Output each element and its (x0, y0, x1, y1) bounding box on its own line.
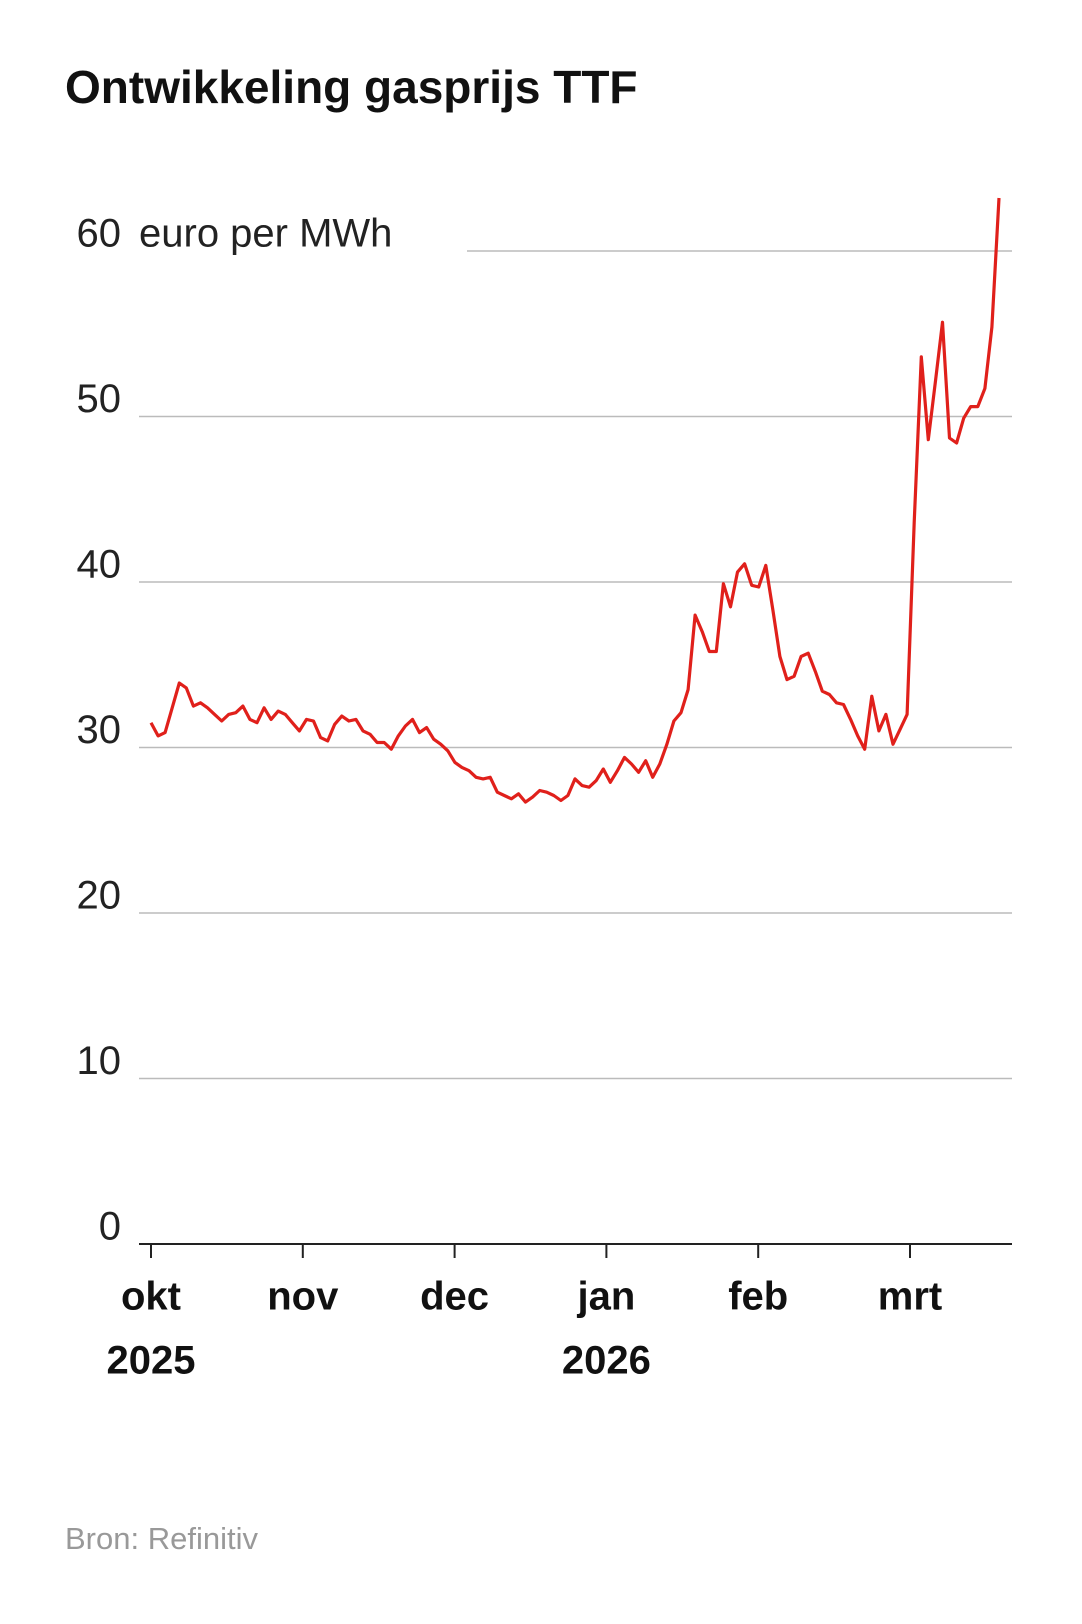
y-tick-label: 60 (77, 212, 122, 256)
y-tick-label: 20 (77, 874, 122, 918)
x-tick-label: feb (728, 1275, 788, 1319)
y-axis-label: euro per MWh (139, 212, 392, 256)
x-tick-label: jan (577, 1275, 636, 1319)
y-tick-label: 40 (77, 543, 122, 587)
x-tick-label: mrt (878, 1275, 942, 1319)
x-tick-label: nov (267, 1275, 339, 1319)
x-tick-label: okt (121, 1275, 181, 1319)
line (149, 197, 1001, 804)
y-tick-label: 0 (99, 1205, 121, 1249)
x-tick-label: dec (420, 1275, 489, 1319)
source: Bron: Refinitiv (65, 1521, 258, 1556)
x-tick-year: 2025 (107, 1339, 196, 1383)
y-tick-label: 10 (77, 1039, 122, 1083)
y-tick-label: 50 (77, 377, 122, 421)
y-tick-label: 30 (77, 708, 122, 752)
chart-title: Ontwikkeling gasprijs TTF (65, 61, 638, 113)
x-tick-year: 2026 (562, 1339, 651, 1383)
